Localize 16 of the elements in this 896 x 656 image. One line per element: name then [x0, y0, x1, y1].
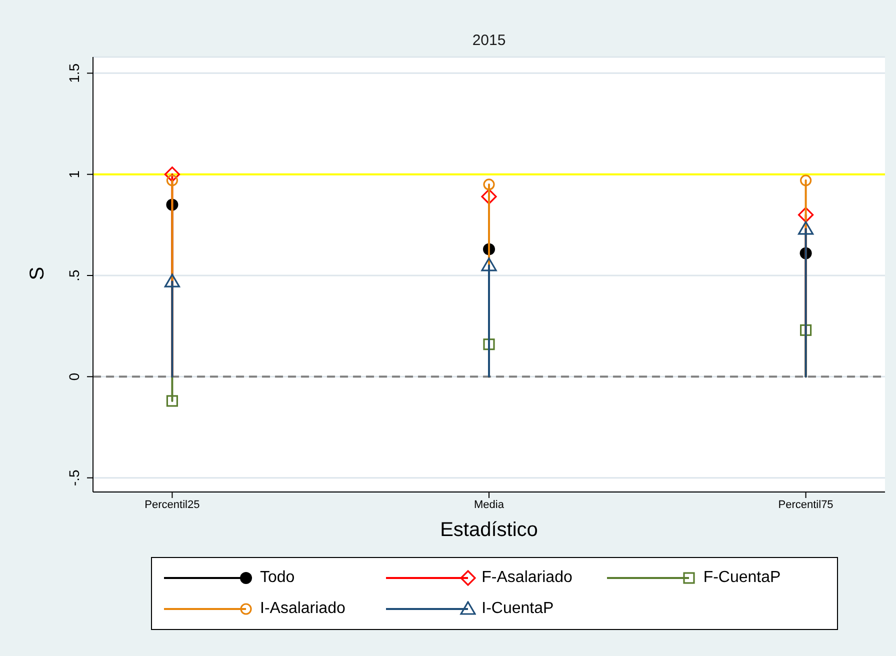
y-tick-label: .5 [66, 269, 82, 282]
legend-label: I-Asalariado [260, 600, 346, 618]
legend-label: Todo [260, 568, 295, 587]
y-axis-title: S [26, 266, 50, 282]
chart-title: 2015 [471, 32, 507, 49]
x-tick-label: Percentil25 [144, 498, 200, 511]
y-tick-label: 1.5 [66, 63, 82, 83]
x-tick-label: Media [474, 498, 505, 511]
legend-label: I-CuentaP [482, 600, 554, 618]
x-axis-title: Estadístico [439, 519, 539, 542]
y-tick-label: 1 [66, 170, 82, 178]
y-tick-label: 0 [66, 372, 82, 381]
y-tick-label: -.5 [66, 469, 82, 486]
legend-label: F-CuentaP [703, 568, 781, 587]
legend-label: F-Asalariado [482, 568, 572, 587]
x-tick-label: Percentil75 [778, 498, 834, 511]
